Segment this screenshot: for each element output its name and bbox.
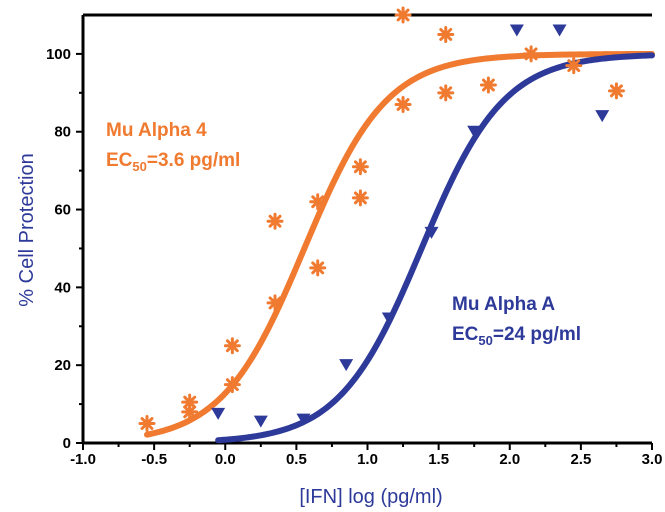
x-tick-label: -1.0: [70, 451, 96, 468]
series-2-point: [467, 125, 482, 138]
series-1-point: [266, 212, 284, 230]
series-2-point: [339, 359, 354, 372]
series-1-point: [565, 57, 583, 75]
series-1-point: [181, 393, 199, 411]
series-1-name-label: Mu Alpha 4: [106, 120, 207, 141]
x-tick-label: 1.0: [357, 451, 378, 468]
series-1-point: [309, 259, 327, 277]
series-2-ec50-label: EC50=24 pg/ml: [452, 324, 581, 348]
series-2-point: [424, 226, 439, 239]
series-2-ec-prefix: EC: [452, 324, 479, 345]
series-2-point: [595, 110, 610, 123]
series-2-point: [296, 413, 311, 426]
x-axis-title: [IFN] log (pg/ml): [299, 486, 442, 508]
series-1-ec50-label: EC50=3.6 pg/ml: [106, 150, 240, 174]
series-1-point: [394, 6, 412, 24]
x-tick-label: 0.5: [286, 451, 307, 468]
x-tick-label: 0.0: [215, 451, 236, 468]
series-1-point: [607, 82, 625, 100]
series-1-point: [351, 189, 369, 207]
series-1-fit-curve: [144, 50, 655, 438]
x-tick-label: 1.5: [428, 451, 449, 468]
series-2-point: [253, 415, 268, 428]
x-tick-label: 2.0: [499, 451, 520, 468]
y-tick-label: 100: [46, 46, 71, 63]
series-1-point: [138, 415, 156, 433]
series-2-point: [381, 312, 396, 325]
x-tick-label: -0.5: [141, 451, 167, 468]
data-points: [138, 6, 625, 433]
fit-curves: [144, 50, 655, 444]
series-1-point: [351, 158, 369, 176]
series-1-ec-subscript: 50: [132, 159, 146, 174]
series-1-point: [479, 76, 497, 94]
series-1-ec-value: =3.6 pg/ml: [147, 150, 240, 171]
series-2-point: [211, 407, 226, 420]
series-1-point: [223, 337, 241, 355]
series-1-ec-prefix: EC: [106, 150, 133, 171]
series-1-point: [223, 376, 241, 394]
series-1-point: [437, 84, 455, 102]
series-2-ec-subscript: 50: [478, 333, 492, 348]
series-2-name-label: Mu Alpha A: [452, 294, 555, 315]
y-tick-label: 80: [54, 124, 71, 141]
series-2-point: [509, 24, 524, 37]
series-1-point: [394, 95, 412, 113]
series-1-point: [437, 25, 455, 43]
series-2-fit-curve: [215, 52, 655, 444]
x-tick-label: 2.5: [570, 451, 591, 468]
series-1-point: [522, 45, 540, 63]
y-tick-label: 40: [54, 279, 71, 296]
y-tick-label: 0: [63, 435, 71, 452]
axes: -1.0 -0.5 0.0 0.5 1.0 1.5 2.0 2.5 3.0 0 20 40 60 80 10…: [46, 13, 663, 468]
y-axis-title: % Cell Protection: [16, 153, 38, 306]
series-2-point: [552, 24, 567, 37]
series-1-point: [309, 193, 327, 211]
series-1-point: [266, 294, 284, 312]
x-tick-label: 3.0: [642, 451, 663, 468]
series-2-ec-value: =24 pg/ml: [493, 324, 581, 345]
y-tick-label: 60: [54, 202, 71, 219]
y-tick-label: 20: [54, 357, 71, 374]
